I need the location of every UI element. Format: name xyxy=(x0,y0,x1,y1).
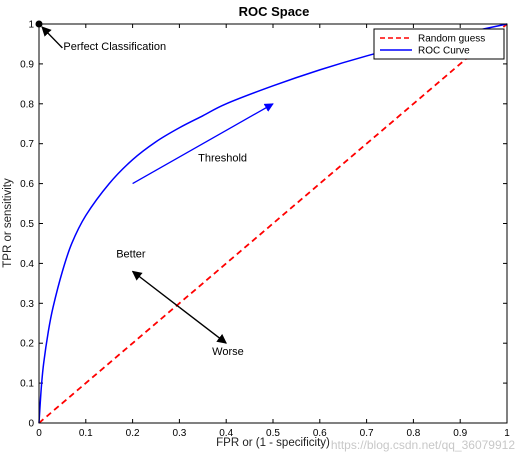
roc-curve-line xyxy=(38,23,508,424)
x-tick-label: 0.6 xyxy=(313,428,327,439)
threshold-arrow xyxy=(132,103,274,185)
better-arrow xyxy=(131,270,180,308)
annotation-perfect-classification: Perfect Classification xyxy=(63,41,166,53)
x-tick-label: 0.8 xyxy=(406,428,420,439)
x-tick-label: 0.3 xyxy=(172,428,186,439)
perfect-classification-arrow xyxy=(41,26,63,49)
x-tick-label: 0.9 xyxy=(453,428,467,439)
y-tick-label: 1 xyxy=(28,20,34,31)
y-tick-label: 0.2 xyxy=(20,339,34,350)
annotation-worse: Worse xyxy=(212,346,244,358)
y-tick-label: 0.8 xyxy=(20,99,34,110)
x-tick-label: 1 xyxy=(504,428,510,439)
y-axis-label: TPR or sensitivity xyxy=(2,178,14,268)
y-tick-label: 0.6 xyxy=(20,179,34,190)
x-tick-label: 0.7 xyxy=(360,428,374,439)
y-tick-label: 0 xyxy=(28,419,34,430)
annotation-better: Better xyxy=(116,248,146,260)
y-tick-label: 0.3 xyxy=(20,299,34,310)
worse-arrow xyxy=(178,306,227,344)
legend-box xyxy=(373,28,505,60)
x-tick-label: 0.5 xyxy=(266,428,280,439)
plot-frame xyxy=(38,23,508,424)
watermark: https://blog.csdn.net/qq_36079912 xyxy=(331,438,515,452)
x-tick-label: 0.4 xyxy=(219,428,233,439)
legend-label: ROC Curve xyxy=(418,46,470,57)
legend-label: Random guess xyxy=(418,34,485,45)
chart-title: ROC Space xyxy=(239,4,310,19)
random-guess-line xyxy=(38,23,508,424)
annotation-threshold: Threshold xyxy=(198,153,247,165)
y-tick-label: 0.1 xyxy=(20,379,34,390)
y-tick-label: 0.7 xyxy=(20,139,34,150)
x-axis-label: FPR or (1 - specificity) xyxy=(216,437,330,449)
x-tick-label: 0 xyxy=(36,428,42,439)
y-tick-label: 0.9 xyxy=(20,59,34,70)
y-tick-label: 0.5 xyxy=(20,219,34,230)
y-tick-label: 0.4 xyxy=(20,259,34,270)
x-tick-label: 0.1 xyxy=(79,428,93,439)
x-tick-label: 0.2 xyxy=(126,428,140,439)
